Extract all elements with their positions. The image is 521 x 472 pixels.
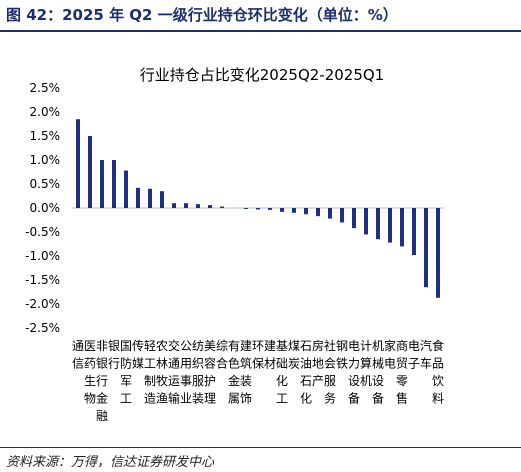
x-category-label: 计算机 [360, 339, 372, 388]
bar [184, 203, 188, 208]
y-tick-label: -1.0% [25, 249, 60, 263]
chart-title: 行业持仓占比变化2025Q2-2025Q1 [140, 66, 384, 84]
bar [400, 208, 404, 247]
bar [388, 208, 392, 243]
bar [340, 208, 344, 223]
x-category-label: 汽车 [420, 338, 432, 371]
bar [244, 208, 248, 209]
bar [136, 187, 140, 208]
bar [88, 136, 92, 208]
bar [148, 188, 152, 208]
x-category-label: 建筑装饰 [240, 339, 252, 406]
x-category-label: 传媒 [132, 338, 144, 371]
y-tick-label: -0.5% [25, 225, 60, 239]
bar [424, 208, 428, 288]
y-tick-label: -2.0% [25, 297, 60, 311]
bar-chart: 行业持仓占比变化2025Q2-2025Q1 2.5% 2.0% 1.5% 1.0% 0.… [25, 66, 444, 423]
bar [436, 208, 440, 298]
x-category-label: 机械设备 [372, 339, 384, 406]
x-category-label: 综合 [216, 339, 228, 371]
bar [112, 160, 116, 208]
x-category-label: 纺织服装 [192, 339, 204, 406]
title-rule [0, 30, 521, 32]
y-tick-label: 0.0% [30, 201, 61, 215]
bar [124, 170, 128, 208]
bar [196, 204, 200, 208]
figure-title: 图 42：2025 年 Q2 一级行业持仓环比变化（单位：%） [6, 6, 398, 24]
x-category-label: 有色金属 [228, 339, 240, 406]
x-category-label: 轻工制造 [144, 339, 156, 406]
x-category-label: 银行 [108, 339, 120, 371]
bar [412, 208, 416, 256]
source-note: 资料来源：万得，信达证券研发中心 [6, 455, 215, 470]
x-category-label: 商贸零售 [396, 338, 408, 406]
x-category-label: 交通运输 [168, 338, 180, 406]
x-category-label: 电子 [408, 339, 420, 371]
x-category-label: 煤炭 [288, 339, 300, 371]
bar [376, 208, 380, 240]
x-category-label: 环保 [252, 339, 264, 371]
x-category-label: 钢铁 [336, 339, 348, 371]
x-category-label: 医药生物 [84, 339, 96, 406]
bar [328, 208, 332, 219]
x-category-label: 公用事业 [180, 339, 192, 406]
x-category-label: 电力设备 [348, 339, 360, 406]
x-category-label: 美容护理 [204, 339, 216, 406]
bar [304, 208, 308, 215]
x-axis-labels: 通信医药生物非银行金融银行国防军工传媒轻工制造农林牧渔交通运输公用事业纺织服装美… [72, 338, 444, 423]
x-category-label: 房地产 [312, 338, 324, 388]
y-tick-label: 2.0% [30, 105, 61, 119]
y-tick-label: 1.5% [30, 129, 61, 143]
x-category-label: 农林牧渔 [156, 339, 168, 406]
x-category-label: 社会服务 [324, 338, 336, 406]
bar [352, 208, 356, 229]
x-category-label: 家电 [384, 338, 396, 371]
x-category-label: 石油石化 [300, 339, 312, 406]
bar [220, 206, 224, 208]
bar [76, 119, 80, 208]
bar [316, 208, 320, 217]
bar [160, 191, 164, 208]
y-tick-label: 0.5% [30, 177, 61, 191]
y-tick-label: 1.0% [30, 153, 61, 167]
x-category-label: 基础化工 [276, 339, 288, 406]
source-rule [0, 447, 521, 448]
bar [100, 160, 104, 208]
bar [208, 205, 212, 208]
bar [256, 208, 260, 210]
bar [172, 203, 176, 208]
y-tick-label: 2.5% [30, 81, 61, 95]
bar-series [76, 119, 440, 298]
bar [292, 208, 296, 213]
x-category-label: 建材 [264, 339, 276, 371]
y-axis: 2.5% 2.0% 1.5% 1.0% 0.5% 0.0% -0.5% -1.0% -1.5% -… [25, 81, 60, 335]
bar [364, 208, 368, 235]
bar [268, 208, 272, 210]
x-category-label: 国防军工 [120, 339, 132, 406]
bar [280, 208, 284, 212]
y-tick-label: -1.5% [25, 273, 60, 287]
y-tick-label: -2.5% [25, 321, 60, 335]
x-category-label: 非银行金融 [96, 339, 108, 423]
x-category-label: 食品饮料 [432, 338, 444, 406]
x-category-label: 通信 [72, 339, 84, 371]
